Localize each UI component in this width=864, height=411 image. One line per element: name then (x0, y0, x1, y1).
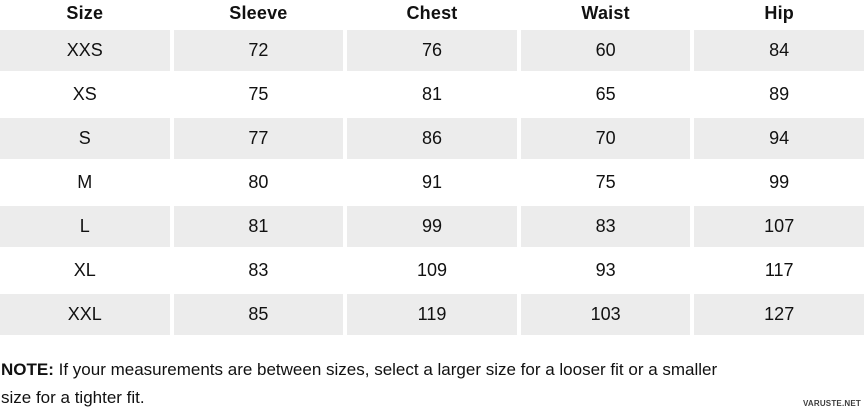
column-header: Hip (764, 3, 794, 23)
table-cell: M (77, 172, 93, 192)
table-cell: 109 (416, 260, 448, 280)
table-row: S 77 86 70 94 (0, 118, 864, 159)
table-cell: XL (73, 260, 96, 280)
table-cell: L (0, 206, 170, 247)
table-cell: 81 (173, 206, 344, 247)
table-cell: 76 (347, 30, 517, 71)
table-cell: 84 (694, 30, 864, 71)
table-cell: 85 (173, 294, 344, 335)
column-header: Waist (581, 3, 630, 23)
note-label: NOTE: (1, 360, 54, 379)
watermark-text: VARUSTE.NET (802, 399, 861, 408)
column-header: Sleeve (229, 3, 288, 23)
table-cell: 70 (520, 118, 691, 159)
table-header-row: Size Sleeve Chest Waist Hip (0, 0, 864, 27)
table-cell: 75 (595, 172, 616, 192)
table-cell: 103 (520, 294, 691, 335)
table-cell: 93 (595, 260, 616, 280)
table-cell: 117 (764, 260, 794, 280)
table-cell: 77 (173, 118, 344, 159)
table-cell: 80 (248, 172, 269, 192)
table-cell: 75 (248, 84, 269, 104)
table-row: L 81 99 83 107 (0, 206, 864, 247)
table-cell: 83 (248, 260, 269, 280)
table-cell: 81 (421, 84, 442, 104)
table-cell: XXL (0, 294, 170, 335)
note-paragraph: NOTE: If your measurements are between s… (1, 356, 737, 411)
table-cell: 119 (347, 294, 517, 335)
size-chart-table: Size Sleeve Chest Waist Hip XXS 72 76 60 84 XS 75 8… (0, 0, 864, 335)
table-cell: XS (72, 84, 97, 104)
table-body: XXS 72 76 60 84 XS 75 81 65 89 S 77 86 70 94 M 80 91 75 99 L… (0, 30, 864, 335)
table-cell: XXS (0, 30, 170, 71)
note-text: If your measurements are between sizes, … (1, 360, 718, 407)
table-cell: S (0, 118, 170, 159)
table-cell: 99 (347, 206, 517, 247)
table-cell: 60 (520, 30, 691, 71)
table-cell: 86 (347, 118, 517, 159)
table-cell: 65 (595, 84, 616, 104)
table-cell: 127 (694, 294, 864, 335)
table-cell: 91 (421, 172, 442, 192)
table-row: XL 83 109 93 117 (0, 250, 864, 291)
table-cell: 83 (520, 206, 691, 247)
table-cell: 89 (769, 84, 790, 104)
table-cell: 99 (769, 172, 790, 192)
column-header: Chest (406, 3, 458, 23)
column-header: Size (66, 3, 104, 23)
table-row: XXS 72 76 60 84 (0, 30, 864, 71)
table-row: XXL 85 119 103 127 (0, 294, 864, 335)
table-cell: 107 (694, 206, 864, 247)
table-cell: 94 (694, 118, 864, 159)
table-row: XS 75 81 65 89 (0, 74, 864, 115)
table-row: M 80 91 75 99 (0, 162, 864, 203)
table-cell: 72 (173, 30, 344, 71)
